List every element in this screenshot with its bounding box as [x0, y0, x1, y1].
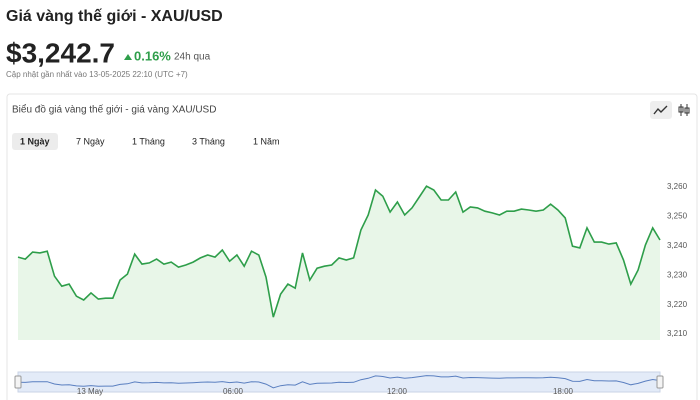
y-tick-label: 3,260: [667, 182, 688, 191]
updated-time: Cập nhật gần nhất vào 13-05-2025 22:10 (…: [6, 70, 188, 79]
tab[interactable]: 1 Ngày: [20, 136, 50, 146]
price-change: 0.16%: [134, 48, 171, 63]
panel-title: Biểu đồ giá vàng thế giới - giá vàng XAU…: [12, 104, 216, 116]
navigator-label: 13 May: [77, 387, 103, 396]
navigator-label: 18:00: [553, 387, 574, 396]
navigator-line: [17, 375, 661, 389]
line-chart-button[interactable]: [650, 101, 672, 119]
candlestick-button[interactable]: [678, 104, 690, 116]
up-arrow: [124, 54, 132, 60]
area-fill: [18, 186, 660, 340]
line-icon: [653, 105, 668, 115]
y-tick-label: 3,250: [667, 212, 688, 221]
tab[interactable]: 1 Năm: [253, 136, 280, 146]
tabs: 1 Ngày 7 Ngày 1 Tháng 3 Tháng 1 Năm: [12, 133, 280, 150]
navigator-handle[interactable]: [14, 375, 22, 389]
y-tick-label: 3,210: [667, 329, 688, 338]
page-title: Giá vàng thế giới - XAU/USD: [6, 8, 223, 25]
change-period: 24h qua: [174, 52, 211, 63]
tab-selected-bg: [12, 133, 58, 150]
tab[interactable]: 1 Tháng: [132, 136, 165, 146]
y-tick-label: 3,230: [667, 270, 688, 279]
tab[interactable]: 7 Ngày: [76, 136, 105, 146]
tab[interactable]: 3 Tháng: [192, 136, 225, 146]
price-line: [17, 185, 661, 318]
navigator-handle[interactable]: [656, 375, 664, 389]
y-tick-label: 3,240: [667, 241, 688, 250]
price: $3,242.7: [6, 37, 115, 68]
navigator-label: 12:00: [387, 387, 408, 396]
navigator-label: 06:00: [223, 387, 244, 396]
plot: 3,210 3,220 3,230 3,240 3,250 3,260 13 May 06:0…: [14, 182, 688, 396]
y-tick-label: 3,220: [667, 300, 688, 309]
